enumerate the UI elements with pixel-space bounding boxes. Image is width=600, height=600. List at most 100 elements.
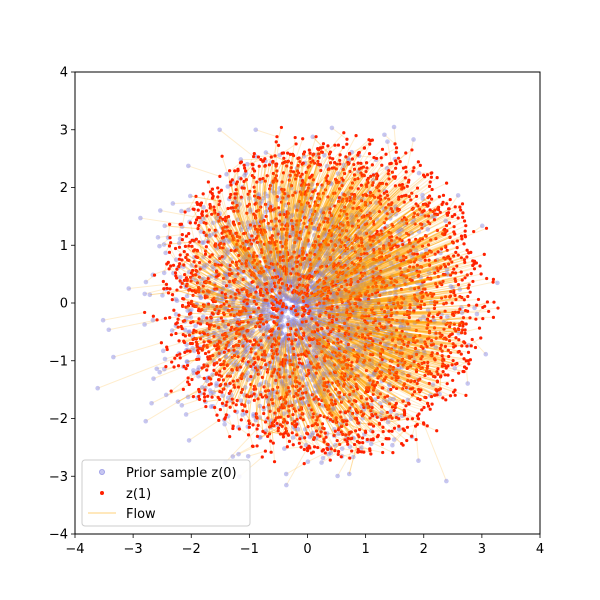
prior-point [155,235,161,240]
prior-point [222,421,227,427]
flow-line [236,321,260,333]
flow-line [320,284,351,298]
flow-line [157,234,183,238]
flow-line [313,375,337,419]
flow-line [140,217,182,225]
flow-line [285,447,308,486]
prior-point [217,127,222,133]
flow-line [335,348,378,383]
flow-line [211,193,234,235]
flow-line [344,412,374,441]
flow-line [164,241,191,246]
flow-line [331,166,364,221]
flow-line [251,164,263,221]
flow-line [160,210,199,218]
flow-line [336,290,378,300]
flow-line [368,272,435,291]
flow-line [306,361,325,391]
flow-line [393,327,453,335]
flow-line [343,336,393,362]
flow-line [274,208,280,253]
flow-line [230,184,239,220]
flow-line [384,346,443,365]
prior-point [186,438,192,443]
flow-line [390,236,451,264]
flow-line [248,393,253,421]
flow-line [283,400,295,426]
flow-line [473,225,483,232]
prior-point [319,460,324,465]
flow-line [338,305,387,308]
flow-line [410,230,466,255]
prior-point [368,441,374,447]
flow-line [205,235,220,258]
flow-line [385,336,451,354]
flow-line [300,324,313,340]
flow-line [167,224,171,238]
flow-line [268,178,276,211]
flow-line [346,324,402,340]
flow-line [315,242,343,276]
flow-line [379,319,450,328]
flow-line [317,201,343,248]
flow-line [347,232,392,265]
flow-line [304,249,321,280]
flow-line [352,210,399,251]
flow-line [316,246,342,275]
flow-line [257,364,268,399]
flow-line [326,313,362,318]
flow-line [341,164,383,224]
flow-line [382,266,442,284]
flow-line [211,189,222,221]
flow-line [362,238,416,269]
flow-line [319,311,349,316]
flow-line [219,129,254,158]
flow-line [325,164,355,221]
flow-line [415,296,462,304]
flow-line [303,227,319,268]
flow-line [401,209,439,231]
flow-line [302,164,320,218]
flow-line [292,266,298,288]
flow-line [307,366,326,406]
flow-line [268,161,274,203]
flow-line [386,141,392,164]
flow-line [306,283,325,297]
flow-line [311,327,334,344]
flow-line [298,295,308,303]
flow-line [224,424,231,437]
flow-line [271,290,281,301]
flow-line [358,163,391,198]
flow-line [316,188,340,230]
flow-line [337,202,371,242]
flow-line [315,357,341,394]
flow-line [294,285,304,297]
flow-line [250,334,266,353]
flow-line [217,329,246,345]
flow-line [351,349,397,373]
flow-line [248,450,266,457]
flow-line [409,308,460,313]
flow-line [373,244,429,270]
flow-line [236,243,261,275]
flow-line [415,426,419,461]
flow-line [262,295,273,303]
flow-line [289,268,294,288]
flow-line [313,226,338,267]
flow-line [402,214,455,243]
flow-line [309,344,331,374]
flow-line [293,238,301,272]
flow-line [367,211,423,251]
flow-line [341,175,379,224]
flow-line [397,230,448,255]
prior-point [200,314,206,320]
flow-line [256,211,262,244]
flow-line [255,129,278,138]
flow-line [185,406,207,415]
flow-line [188,420,220,441]
flow-line [271,242,280,274]
flow-line [338,314,390,323]
flow-line [347,396,384,432]
flow-line [227,346,246,366]
flow-line [172,202,197,204]
